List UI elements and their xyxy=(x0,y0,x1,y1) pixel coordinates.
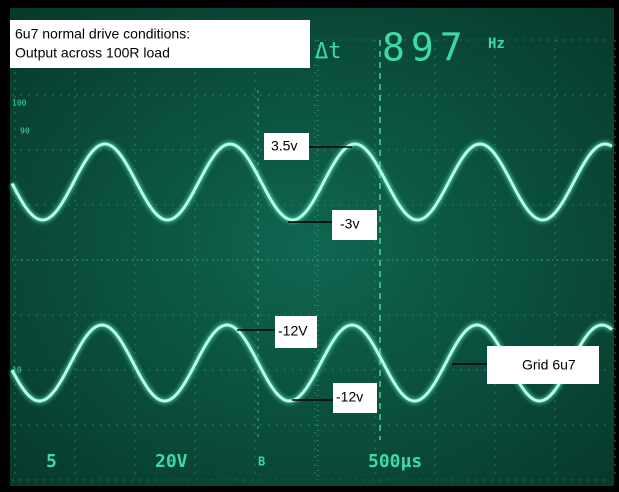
ch2-setting: 20V xyxy=(155,451,188,472)
annotation-text: -12V xyxy=(278,323,308,339)
annotation-text: Grid 6u7 xyxy=(522,357,576,373)
annotation-text: 3.5v xyxy=(271,138,297,154)
graticule-label: 90 xyxy=(20,127,30,136)
scope-photo: 100 90 10 Δt 897 Hz 5 20V B 500µs 6u7 no… xyxy=(0,0,619,492)
annotation-text: -12v xyxy=(336,389,363,405)
caption-line: 6u7 normal drive conditions: xyxy=(15,26,190,42)
page: 100 90 10 Δt 897 Hz 5 20V B 500µs 6u7 no… xyxy=(0,0,619,492)
graticule-label: 100 xyxy=(12,99,27,108)
timebase-setting: 500µs xyxy=(368,451,422,472)
ch1-setting: 5 xyxy=(46,451,57,472)
screen xyxy=(10,8,614,486)
caption-line: Output across 100R load xyxy=(15,45,170,61)
trigger-setting: B xyxy=(258,455,265,469)
readout-frequency: 897 xyxy=(382,26,469,70)
readout-delta: Δt xyxy=(315,39,342,64)
graticule-label: 10 xyxy=(12,366,22,375)
annotation-text: -3v xyxy=(340,216,359,232)
readout-unit: Hz xyxy=(488,36,505,52)
